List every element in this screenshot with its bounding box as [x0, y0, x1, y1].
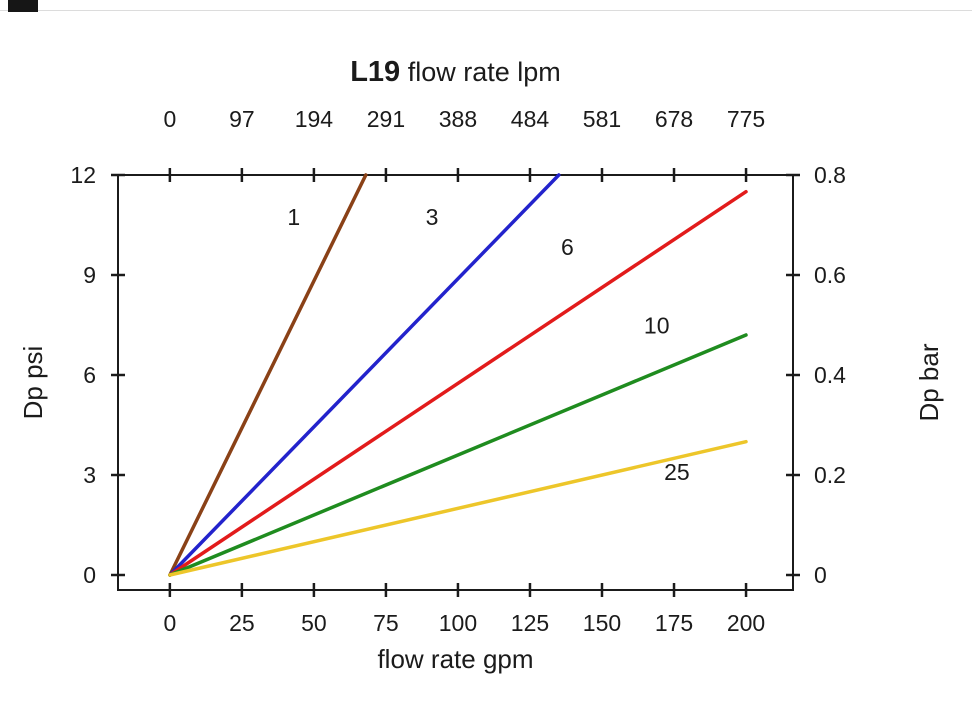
x-axis-tick-label: 50 [301, 610, 327, 636]
chart-title: L19 flow rate lpm [118, 56, 793, 89]
y-axis-tick-label: 3 [83, 462, 96, 488]
x-axis-tick-label: 200 [727, 610, 765, 636]
x-axis-tick-label: 100 [439, 610, 477, 636]
x-axis-title: flow rate gpm [377, 644, 533, 674]
series-label-10: 10 [644, 312, 670, 338]
x-top-tick-label: 97 [229, 106, 255, 132]
x-axis-tick-label: 175 [655, 610, 693, 636]
x-top-tick-label: 678 [655, 106, 693, 132]
x-axis-tick-label: 0 [163, 610, 176, 636]
x-top-tick-label: 194 [295, 106, 334, 132]
series-line-10 [168, 333, 748, 577]
chart-title-model: L19 [350, 56, 401, 88]
y-axis-title: Dp psi [18, 346, 48, 420]
y-axis-tick-label: 9 [83, 262, 96, 288]
y-right-tick-label: 0.4 [814, 362, 846, 388]
series-label-1: 1 [287, 204, 300, 230]
y-right-axis-title: Dp bar [914, 343, 944, 421]
y-axis-tick-label: 12 [70, 162, 96, 188]
y-axis-tick-label: 0 [83, 562, 96, 588]
y-right-tick-label: 0 [814, 562, 827, 588]
chart-title-units: flow rate lpm [400, 57, 561, 87]
x-top-tick-label: 0 [163, 106, 176, 132]
top-divider [0, 10, 972, 11]
series-label-3: 3 [426, 204, 439, 230]
x-axis-tick-label: 150 [583, 610, 621, 636]
series-label-6: 6 [561, 234, 574, 260]
x-top-tick-label: 388 [439, 106, 477, 132]
x-axis-tick-label: 125 [511, 610, 549, 636]
series-label-25: 25 [664, 459, 690, 485]
y-right-tick-label: 0.6 [814, 262, 846, 288]
y-axis-tick-label: 6 [83, 362, 96, 388]
series-line-1 [168, 173, 368, 577]
series-line-6 [168, 189, 748, 577]
x-axis-tick-label: 25 [229, 610, 255, 636]
x-axis-tick-label: 75 [373, 610, 399, 636]
x-top-tick-label: 581 [583, 106, 621, 132]
y-right-tick-label: 0.8 [814, 162, 846, 188]
y-right-tick-label: 0.2 [814, 462, 846, 488]
x-top-tick-label: 291 [367, 106, 405, 132]
x-top-tick-label: 775 [727, 106, 765, 132]
x-top-tick-label: 484 [511, 106, 550, 132]
series-line-25 [168, 439, 748, 577]
plot-frame [117, 174, 794, 591]
corner-artifact [8, 0, 38, 12]
series-line-3 [168, 173, 561, 577]
